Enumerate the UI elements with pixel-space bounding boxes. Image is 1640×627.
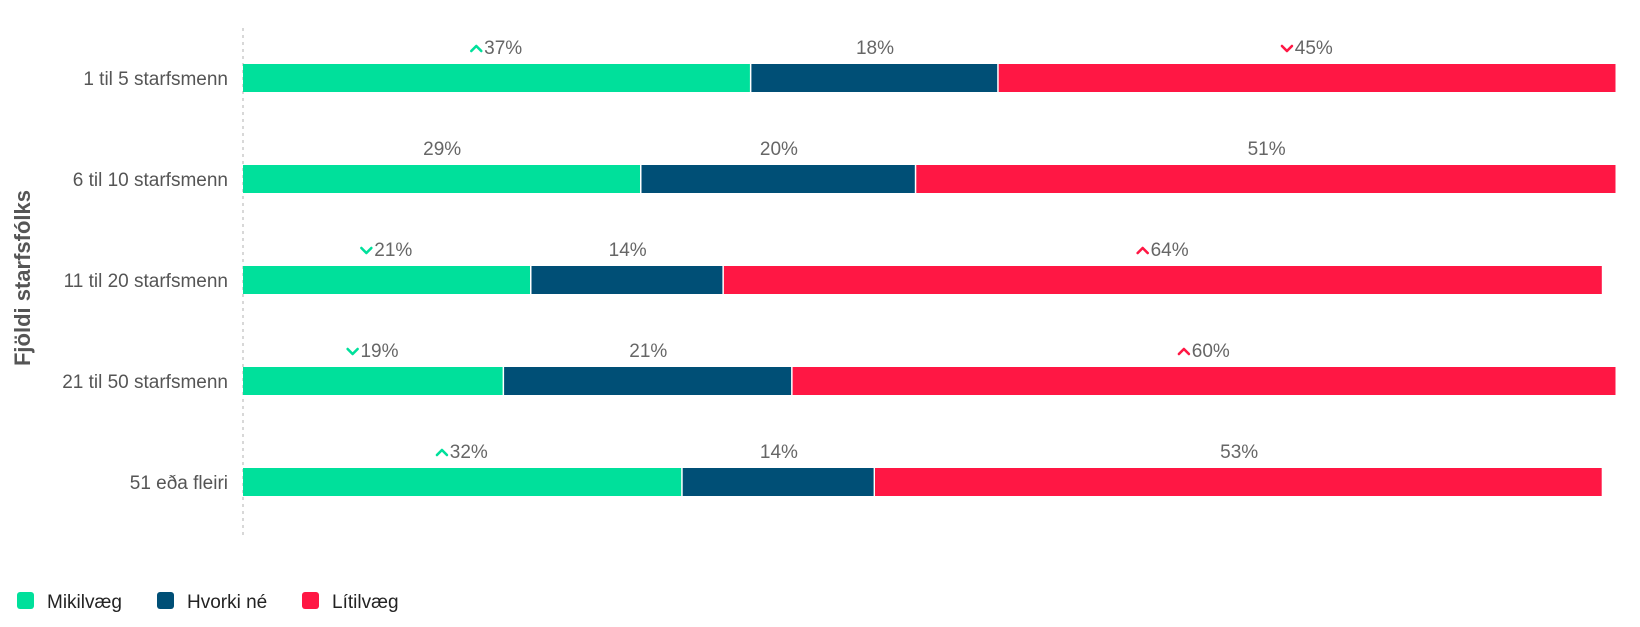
bar-segment[interactable] xyxy=(531,266,723,294)
bar-segment[interactable] xyxy=(243,266,530,294)
bar-segment[interactable] xyxy=(875,468,1602,496)
data-label: 53% xyxy=(1220,442,1258,463)
category-label: 11 til 20 starfsmenn xyxy=(64,271,228,292)
bar-segment[interactable] xyxy=(723,266,1602,294)
bar-segment[interactable] xyxy=(641,165,915,193)
trend-up-icon xyxy=(1136,246,1149,255)
legend-swatch[interactable] xyxy=(302,592,319,609)
bar-segment[interactable] xyxy=(243,468,682,496)
data-label: 51% xyxy=(1248,139,1286,160)
data-label: 14% xyxy=(609,240,647,261)
data-label: 21% xyxy=(629,341,667,362)
y-axis-title: Fjöldi starfsfólks xyxy=(10,190,35,366)
bar-segment[interactable] xyxy=(504,367,792,395)
category-label: 1 til 5 starfsmenn xyxy=(83,69,228,90)
bar-segment[interactable] xyxy=(243,165,640,193)
bar-segment[interactable] xyxy=(916,165,1616,193)
trend-up-icon xyxy=(469,44,483,53)
data-label: 29% xyxy=(423,139,461,160)
category-label: 6 til 10 starfsmenn xyxy=(73,170,228,191)
bar-segment[interactable] xyxy=(792,367,1616,395)
bar-segment[interactable] xyxy=(751,64,998,92)
bar-segment[interactable] xyxy=(243,64,750,92)
data-label: 19% xyxy=(360,341,398,362)
bar-segment[interactable] xyxy=(243,367,503,395)
category-label: 51 eða fleiri xyxy=(130,473,228,494)
data-label: 37% xyxy=(484,38,522,59)
data-label: 21% xyxy=(374,240,412,261)
legend-label[interactable]: Hvorki né xyxy=(187,592,267,613)
category-label: 21 til 50 starfsmenn xyxy=(62,372,228,393)
data-label: 20% xyxy=(760,139,798,160)
legend-label[interactable]: Mikilvæg xyxy=(47,592,122,613)
data-label: 64% xyxy=(1151,240,1189,261)
data-label: 60% xyxy=(1192,341,1230,362)
bar-segment[interactable] xyxy=(998,64,1616,92)
trend-up-icon xyxy=(435,448,449,457)
data-label: 18% xyxy=(856,38,894,59)
trend-down-icon xyxy=(1280,44,1294,53)
data-label: 14% xyxy=(760,442,798,463)
legend-swatch[interactable] xyxy=(17,592,34,609)
data-label: 45% xyxy=(1295,38,1333,59)
trend-up-icon xyxy=(1177,347,1191,356)
data-label: 32% xyxy=(450,442,488,463)
legend-swatch[interactable] xyxy=(157,592,174,609)
legend-label[interactable]: Lítilvæg xyxy=(332,592,399,613)
bar-segment[interactable] xyxy=(682,468,874,496)
trend-down-icon xyxy=(346,347,359,356)
trend-down-icon xyxy=(360,246,373,255)
